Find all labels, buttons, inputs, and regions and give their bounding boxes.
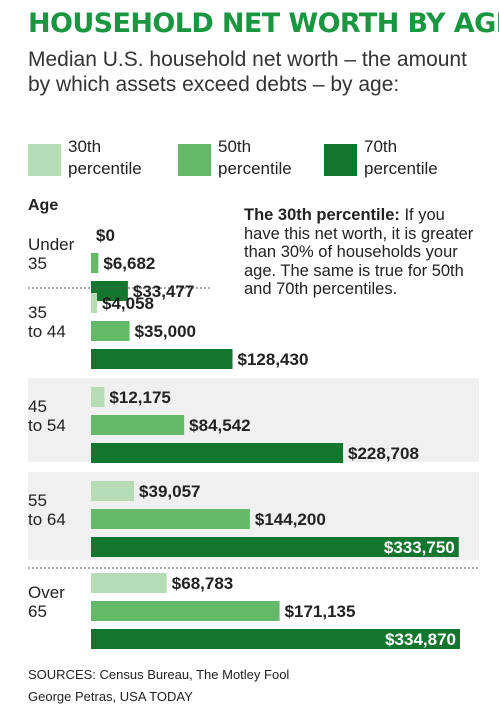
- bar-1-0: [91, 253, 99, 273]
- value-label-0-0: $0: [96, 226, 115, 245]
- legend-label-30th-line2: percentile: [68, 159, 142, 178]
- bar-1-2: [91, 415, 185, 435]
- category-label: Over: [28, 583, 65, 602]
- category-label: to 44: [28, 322, 66, 341]
- category-label: to 54: [28, 416, 66, 435]
- value-label-2-0: $33,477: [133, 282, 194, 301]
- bar-0-3: [91, 481, 135, 501]
- legend-label-30th-line1: 30th: [68, 137, 102, 156]
- value-label-0-3: $39,057: [139, 482, 200, 501]
- annotation-lead: The 30th percentile:: [244, 206, 400, 224]
- value-label-1-1: $35,000: [135, 322, 196, 341]
- legend-label-50th: 50th percentile: [218, 136, 328, 180]
- legend-label-50th-line1: 50th: [218, 137, 252, 156]
- chart-subtitle: Median U.S. household net worth – the am…: [28, 48, 467, 96]
- annotation: The 30th percentile: If you have this ne…: [244, 206, 479, 299]
- bar-2-2: [91, 443, 344, 463]
- category-label: 65: [28, 602, 47, 621]
- bar-2-4: [91, 629, 460, 649]
- legend-swatch-50th: [178, 144, 211, 176]
- bar-0-4: [91, 573, 167, 593]
- y-axis-label: Age: [28, 197, 58, 214]
- value-label-0-1: $4,058: [102, 294, 154, 313]
- bar-2-1: [91, 349, 233, 369]
- value-label-2-4: $334,870: [385, 630, 456, 649]
- bar-2-0: [91, 281, 128, 301]
- legend-swatch-30th: [28, 144, 61, 176]
- category-label: 55: [28, 491, 47, 510]
- chart-title: HOUSEHOLD NET WORTH BY AGE: [28, 8, 499, 39]
- legend-label-70th-line1: 70th: [364, 137, 398, 156]
- bar-2-3: [91, 537, 459, 557]
- bar-1-1: [91, 321, 130, 341]
- category-label: to 64: [28, 510, 66, 529]
- credit-note: George Petras, USA TODAY: [28, 689, 193, 704]
- value-label-0-2: $12,175: [109, 388, 170, 407]
- annotation-body: If you have this net worth, it is greate…: [244, 206, 474, 298]
- category-label: Under: [28, 235, 75, 254]
- legend-label-50th-line2: percentile: [218, 159, 292, 178]
- value-label-0-4: $68,783: [172, 574, 233, 593]
- bar-1-3: [91, 509, 250, 529]
- value-label-2-1: $128,430: [238, 350, 309, 369]
- value-label-2-3: $333,750: [384, 538, 455, 557]
- value-label-1-0: $6,682: [103, 254, 155, 273]
- value-label-1-3: $144,200: [255, 510, 326, 529]
- bar-1-4: [91, 601, 280, 621]
- legend-label-70th-line2: percentile: [364, 159, 438, 178]
- category-label: 35: [28, 303, 47, 322]
- value-label-2-2: $228,708: [348, 444, 419, 463]
- bar-0-2: [91, 387, 105, 407]
- legend-swatch-70th: [324, 144, 357, 176]
- value-label-1-4: $171,135: [285, 602, 356, 621]
- value-label-1-2: $84,542: [189, 416, 250, 435]
- bar-0-1: [91, 293, 97, 313]
- legend-label-70th: 70th percentile: [364, 136, 474, 180]
- legend-label-30th: 30th percentile: [68, 136, 178, 180]
- category-label: 45: [28, 397, 47, 416]
- source-note: SOURCES: Census Bureau, The Motley Fool: [28, 667, 290, 682]
- category-label: 35: [28, 254, 47, 273]
